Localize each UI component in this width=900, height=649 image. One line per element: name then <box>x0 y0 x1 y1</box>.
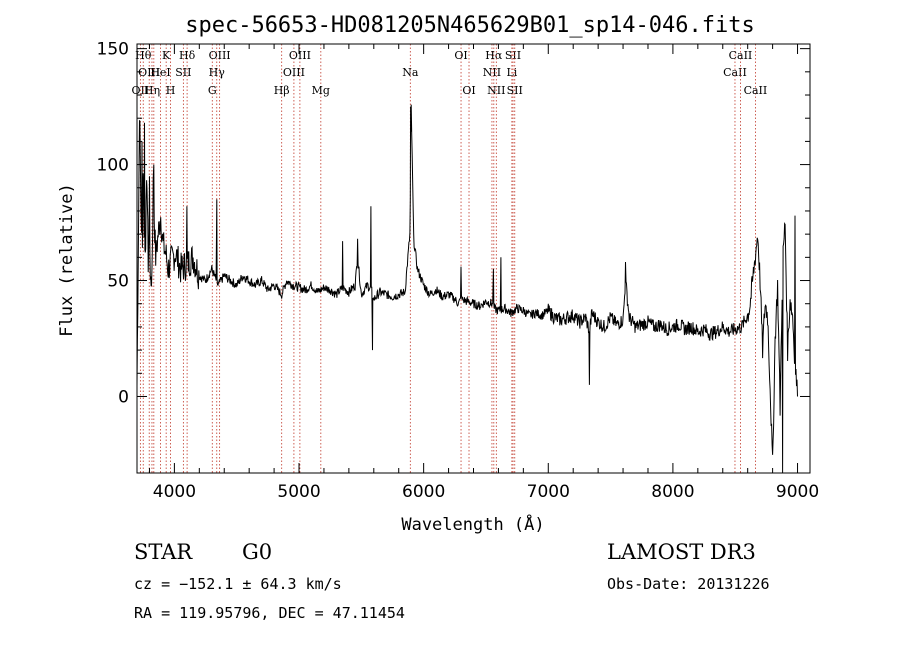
line-marker-label: HeI <box>150 66 170 79</box>
x-tick-label: 7000 <box>527 482 570 502</box>
line-marker-label: CaII <box>729 49 753 62</box>
object-subclass: G0 <box>242 540 273 564</box>
object-class: STAR <box>134 540 193 564</box>
spectrum-group <box>136 104 798 474</box>
line-marker-label: Hδ <box>179 49 196 62</box>
y-axis-label: Flux (relative) <box>57 183 77 337</box>
line-marker-label: Hβ <box>274 84 290 97</box>
spectrum-line <box>136 104 798 474</box>
x-tick-label: 5000 <box>277 482 320 502</box>
x-tick-label: 4000 <box>153 482 196 502</box>
line-marker-label: CaII <box>723 66 747 79</box>
survey-release: LAMOST DR3 <box>607 540 756 564</box>
line-markers-group: OII Hθ OIII Hη HeI K H SII Hδ G Hγ OIII Hβ OIII OIII Mg… <box>132 44 768 473</box>
line-marker-label: G <box>208 84 217 97</box>
line-marker-label: OIII <box>283 66 305 79</box>
y-tick-label: 150 <box>97 40 129 60</box>
x-tick-label: 8000 <box>651 482 694 502</box>
y-tick-label: 0 <box>118 387 129 407</box>
line-marker-label: K <box>162 49 171 62</box>
line-marker-label: SII <box>175 66 191 79</box>
line-marker-label: Hα <box>485 49 503 62</box>
y-tick-label: 100 <box>97 156 129 176</box>
redshift-cz: cz = −152.1 ± 64.3 km/s <box>134 575 342 593</box>
line-marker-label: H <box>166 84 176 97</box>
observation-date: Obs-Date: 20131226 <box>607 575 770 593</box>
x-tick-label: 6000 <box>402 482 445 502</box>
coordinates: RA = 119.95796, DEC = 47.11454 <box>134 604 405 622</box>
line-marker-label: Hθ <box>135 49 152 62</box>
chart-title: spec-56653-HD081205N465629B01_sp14-046.f… <box>185 13 755 38</box>
line-marker-label: CaII <box>744 84 768 97</box>
line-marker-label: Mg <box>312 84 330 97</box>
line-marker-label: SII <box>505 49 521 62</box>
line-marker-label: SII <box>507 84 523 97</box>
line-marker-label: OIII <box>209 49 231 62</box>
axis-ticks-group: 4000 5000 6000 7000 8000 9000 0 50 100 150 <box>97 40 820 502</box>
line-marker-label: OIII <box>289 49 311 62</box>
line-marker-label: Li <box>506 66 517 79</box>
line-marker-label: OI <box>462 84 475 97</box>
line-marker-label: Na <box>402 66 419 79</box>
line-marker-label: OI <box>454 49 467 62</box>
y-tick-label: 50 <box>107 272 129 292</box>
line-marker-label: Hγ <box>209 66 226 79</box>
line-marker-label: OIII <box>138 66 160 79</box>
x-tick-label: 9000 <box>776 482 819 502</box>
line-marker-label: NII <box>483 66 501 79</box>
line-marker-label: Hη <box>144 84 160 97</box>
line-marker-label: OII <box>132 84 150 97</box>
line-marker-label: NII <box>487 84 505 97</box>
x-axis-label: Wavelength (Å) <box>401 513 544 535</box>
plot-frame <box>136 43 811 474</box>
